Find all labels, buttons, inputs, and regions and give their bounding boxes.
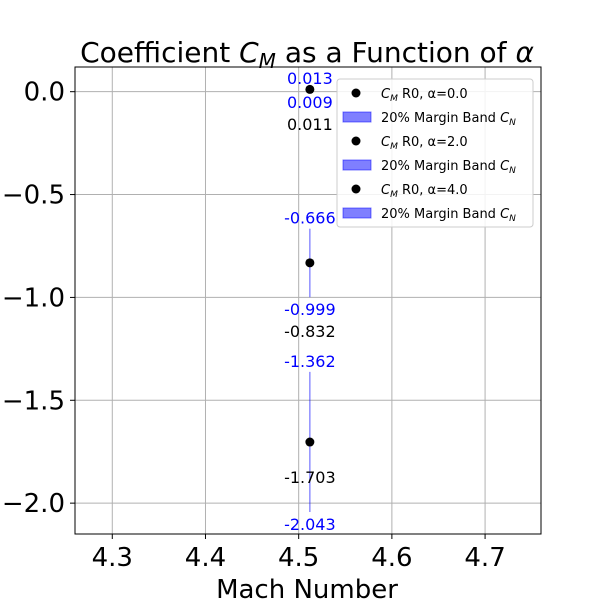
legend: CM R0, α=0.0 20% Margin Band CN CM R0, α=2… (336, 78, 534, 228)
chart-title: Coefficient CM as a Function of α (80, 36, 534, 73)
x-tick-label: 4.6 (371, 543, 412, 573)
y-tick-label: −1.5 (2, 386, 65, 416)
data-labels: 0.013 0.009 0.011 -0.666 -0.999 -0.832 -1.362 -… (284, 69, 336, 534)
y-tick-label: −2.0 (2, 489, 65, 519)
title-suffix: as a Function of (276, 36, 516, 69)
legend-band-swatch (342, 111, 372, 123)
legend-band-label: 20% Margin Band CN (381, 111, 516, 128)
band-lower-label: -2.043 (284, 515, 336, 534)
band-upper-label: -1.362 (284, 352, 336, 371)
title-subscript: M (259, 49, 276, 73)
legend-band-label: 20% Margin Band CN (381, 159, 516, 176)
y-axis-ticks: 0.0 −0.5 −1.0 −1.5 −2.0 (2, 78, 75, 519)
y-tick-label: 0.0 (24, 78, 65, 108)
plot-frame (74, 66, 542, 535)
legend-box (336, 78, 534, 228)
x-tick-label: 4.3 (92, 543, 133, 573)
data-points (305, 84, 315, 447)
data-point (305, 437, 315, 447)
y-tick-label: −1.0 (2, 283, 65, 313)
band-lower-label: 0.009 (287, 93, 333, 112)
legend-point-marker (351, 136, 361, 146)
legend-point-label: CM R0, α=4.0 (381, 183, 468, 200)
x-tick-label: 4.5 (278, 543, 319, 573)
legend-band-swatch (342, 207, 372, 219)
legend-point-label: CM R0, α=0.0 (381, 87, 468, 104)
legend-point-label: CM R0, α=2.0 (381, 135, 468, 152)
band-lower-label: -0.999 (284, 300, 336, 319)
value-label: 0.011 (287, 115, 333, 134)
band-upper-label: 0.013 (287, 69, 333, 88)
title-greek: α (515, 36, 534, 69)
value-label: -0.832 (284, 322, 336, 341)
x-axis-label: Mach Number (216, 575, 398, 600)
x-axis-ticks: 4.3 4.4 4.5 4.6 4.7 (92, 534, 506, 573)
data-point (305, 258, 315, 268)
band-upper-label: -0.666 (284, 209, 336, 228)
legend-point-marker (351, 88, 361, 98)
x-tick-label: 4.4 (185, 543, 226, 573)
title-symbol: C (239, 36, 259, 69)
legend-point-marker (351, 184, 361, 194)
x-tick-label: 4.7 (464, 543, 505, 573)
data-point (305, 84, 315, 94)
legend-band-label: 20% Margin Band CN (381, 207, 516, 224)
y-tick-label: −0.5 (2, 181, 65, 211)
value-label: -1.703 (284, 468, 336, 487)
title-prefix: Coefficient (80, 36, 239, 69)
legend-band-swatch (342, 159, 372, 171)
